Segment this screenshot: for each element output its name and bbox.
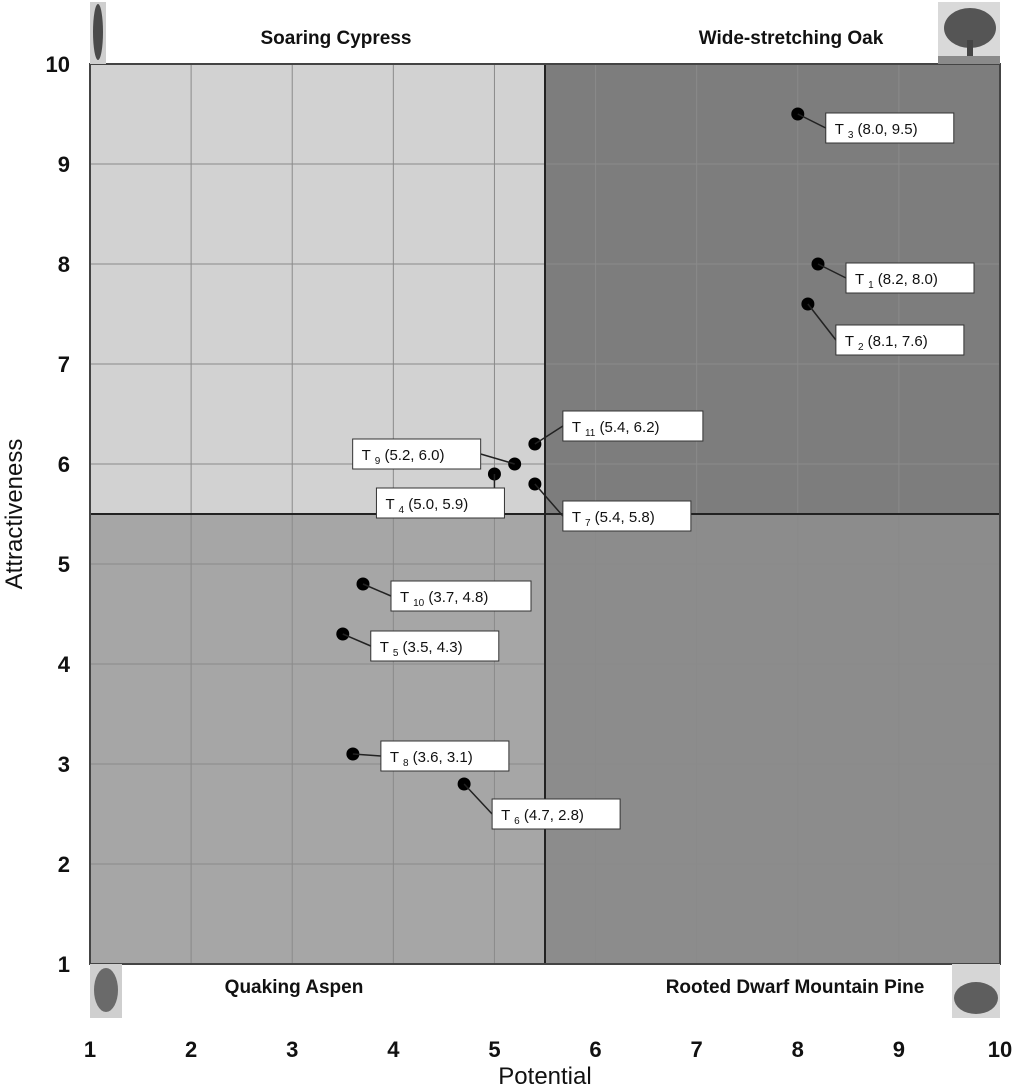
y-tick-label: 9 <box>58 152 70 177</box>
x-axis-label: Potential <box>498 1063 591 1089</box>
point-label-box <box>835 324 965 356</box>
leader-line <box>480 453 515 465</box>
x-tick-label: 10 <box>988 1037 1012 1062</box>
tree-icons <box>90 2 1000 1018</box>
label-leaders <box>342 113 847 815</box>
point-label: T 5 (3.5, 4.3) <box>380 639 463 659</box>
point-label-box <box>352 438 482 470</box>
point-label: T 2 (8.1, 7.6) <box>845 333 928 353</box>
cypress-tree-icon <box>93 4 103 60</box>
y-tick-label: 5 <box>58 552 70 577</box>
point-label-box <box>562 410 704 442</box>
leader-line <box>352 753 381 757</box>
plot-frame <box>89 63 1001 965</box>
quadrant-labels: Soaring Cypress Wide-stretching Oak Quakin… <box>225 28 925 998</box>
y-tick-label: 4 <box>58 652 71 677</box>
y-tick-label: 3 <box>58 752 70 777</box>
point-label: T 8 (3.6, 3.1) <box>390 749 473 769</box>
point-label: T 11 (5.4, 6.2) <box>572 419 660 439</box>
oak-tree-icon <box>938 56 1000 64</box>
x-tick-label: 9 <box>893 1037 905 1062</box>
x-tick-label: 3 <box>286 1037 298 1062</box>
oak-tree-icon <box>944 8 996 48</box>
point-label-box <box>491 798 621 830</box>
point-label: T 10 (3.7, 4.8) <box>400 589 488 609</box>
y-tick-label: 2 <box>58 852 70 877</box>
point-label: T 9 (5.2, 6.0) <box>362 447 445 467</box>
point-label-box <box>845 262 975 294</box>
x-tick-label: 5 <box>488 1037 500 1062</box>
leader-line <box>534 425 564 445</box>
aspen-tree-icon <box>94 968 118 1012</box>
point-label: T 4 (5.0, 5.9) <box>385 496 468 516</box>
point-label: T 6 (4.7, 2.8) <box>501 807 584 827</box>
quadrant-label: Quaking Aspen <box>225 977 364 998</box>
quadrant-bottom-right <box>545 514 1000 964</box>
tick-labels: 1 2 3 4 5 6 7 8 9 10 1 2 3 4 5 6 7 8 9 10 <box>46 52 1013 1062</box>
point-label-box <box>375 487 505 519</box>
point-label: T 3 (8.0, 9.5) <box>835 121 918 141</box>
leader-line <box>463 783 493 815</box>
y-tick-label: 10 <box>46 52 70 77</box>
point-label-box <box>562 500 692 532</box>
point-label-box <box>370 630 500 662</box>
x-tick-label: 7 <box>691 1037 703 1062</box>
leader-line <box>817 263 847 279</box>
quadrant-label: Soaring Cypress <box>261 28 412 49</box>
x-tick-label: 4 <box>387 1037 400 1062</box>
x-tick-label: 8 <box>792 1037 804 1062</box>
x-tick-label: 1 <box>84 1037 96 1062</box>
x-tick-label: 2 <box>185 1037 197 1062</box>
point-label-box <box>380 740 510 772</box>
leader-line <box>362 583 392 597</box>
y-tick-label: 6 <box>58 452 70 477</box>
y-tick-label: 8 <box>58 252 70 277</box>
y-tick-label: 7 <box>58 352 70 377</box>
y-tick-label: 1 <box>58 952 70 977</box>
pine-tree-icon <box>954 982 998 1014</box>
point-label-box <box>825 112 955 144</box>
point-label: T 1 (8.2, 8.0) <box>855 271 938 291</box>
leader-line <box>534 483 564 517</box>
point-label: T 7 (5.4, 5.8) <box>572 509 655 529</box>
point-labels: T 3 (8.0, 9.5) T 1 (8.2, 8.0) T 2 (8.1, 7.… <box>352 112 975 830</box>
quadrant-label: Wide-stretching Oak <box>699 28 884 49</box>
oak-tree-icon <box>967 40 973 60</box>
y-axis-label: Attractiveness <box>1 439 28 590</box>
x-tick-label: 6 <box>589 1037 601 1062</box>
leader-line <box>797 113 827 129</box>
point-label-box <box>390 580 532 612</box>
leader-line <box>807 303 837 341</box>
leader-line <box>342 633 372 647</box>
quadrant-label: Rooted Dwarf Mountain Pine <box>666 977 925 998</box>
